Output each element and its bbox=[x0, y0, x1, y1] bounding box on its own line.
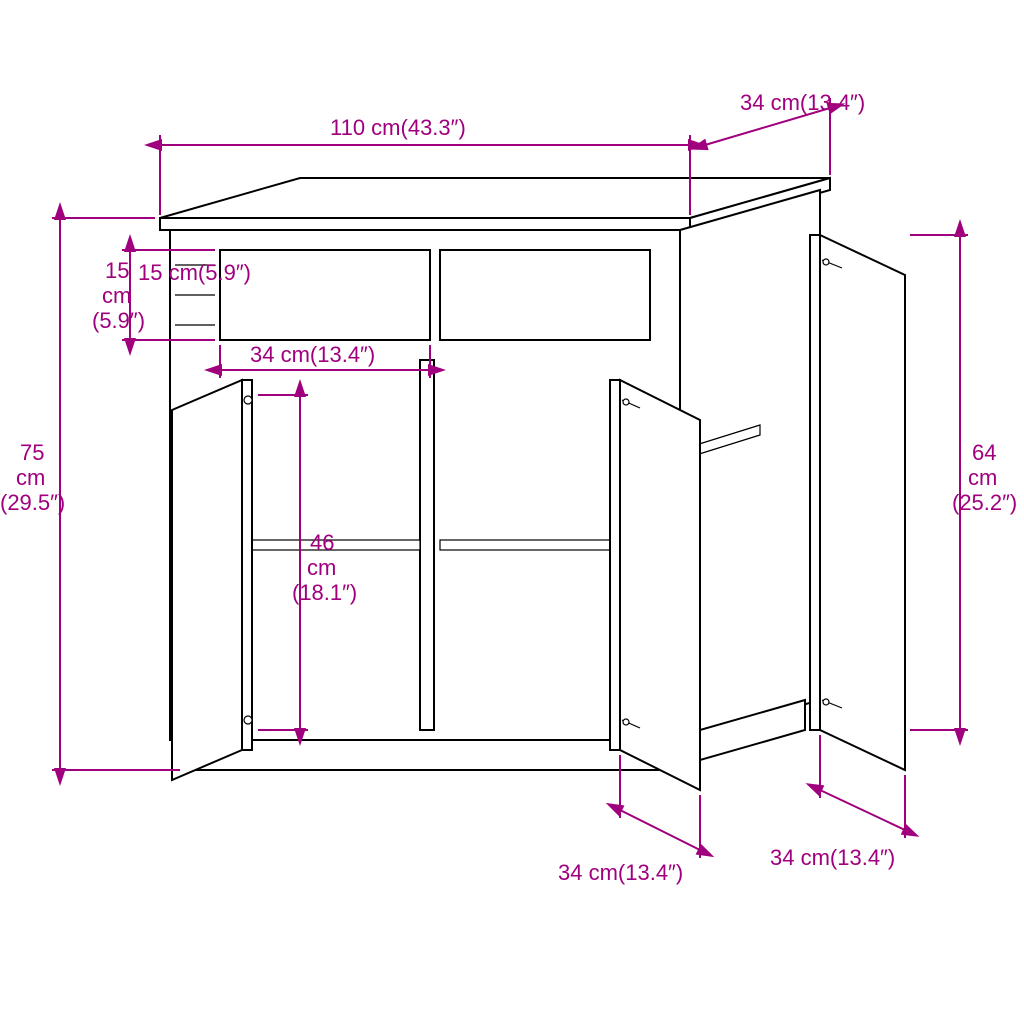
dim-depth-top: 34 cm(13.4″) bbox=[705, 90, 865, 175]
svg-text:(18.1″): (18.1″) bbox=[292, 580, 357, 605]
dim-label: 34 cm(13.4″) bbox=[250, 342, 375, 367]
svg-text:(5.9″): (5.9″) bbox=[92, 308, 145, 333]
svg-text:cm: cm bbox=[102, 283, 131, 308]
dim-label: 34 cm(13.4″) bbox=[740, 90, 865, 115]
svg-text:(25.2″): (25.2″) bbox=[952, 490, 1017, 515]
dim-total-height: 75 cm (29.5″) bbox=[0, 218, 180, 770]
dim-label: 15 cm(5.9″) bbox=[138, 260, 251, 285]
svg-text:15: 15 bbox=[105, 258, 129, 283]
svg-text:cm: cm bbox=[968, 465, 997, 490]
furniture-dimension-diagram: 110 cm(43.3″) 34 cm(13.4″) 15 cm(5.9″) 1… bbox=[0, 0, 1024, 1024]
dim-label: 34 cm(13.4″) bbox=[558, 860, 683, 885]
cabinet-body bbox=[160, 178, 905, 790]
svg-text:46: 46 bbox=[310, 530, 334, 555]
svg-text:(29.5″): (29.5″) bbox=[0, 490, 65, 515]
dim-label: 110 cm(43.3″) bbox=[330, 115, 466, 140]
svg-text:64: 64 bbox=[972, 440, 996, 465]
svg-text:cm: cm bbox=[307, 555, 336, 580]
svg-text:cm: cm bbox=[16, 465, 45, 490]
svg-text:75: 75 bbox=[20, 440, 44, 465]
dim-front-height: 64 cm (25.2″) bbox=[910, 235, 1017, 730]
dim-label: 34 cm(13.4″) bbox=[770, 845, 895, 870]
